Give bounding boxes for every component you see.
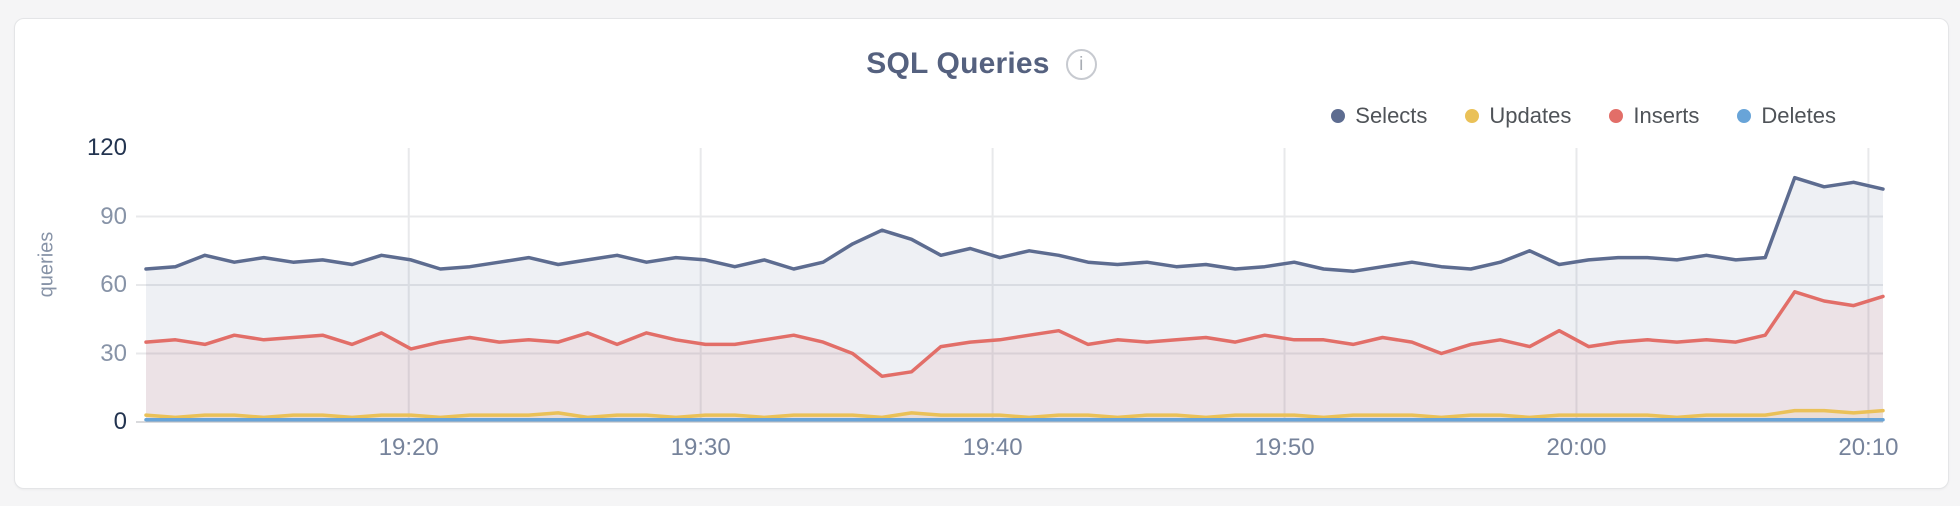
selects-line [144, 175, 1885, 274]
legend-item-deletes[interactable]: Deletes [1737, 103, 1836, 129]
chart-header: SQL Queries i [15, 47, 1948, 81]
x-tick-label-20-10: 20:10 [1838, 434, 1899, 461]
y-tick-label-60: 60 [100, 271, 127, 298]
legend-label: Deletes [1761, 103, 1836, 128]
x-tick-label-19-40: 19:40 [962, 434, 1023, 461]
legend-item-inserts[interactable]: Inserts [1609, 103, 1699, 129]
y-tick-label-120: 120 [86, 134, 127, 161]
selects-area [146, 177, 1883, 422]
x-tick-label-19-50: 19:50 [1254, 434, 1315, 461]
legend-dot-inserts [1609, 109, 1624, 123]
inserts-line [144, 290, 1885, 379]
legend-label: Updates [1489, 103, 1572, 128]
chart-title: SQL Queries [866, 47, 1050, 80]
legend: Selects Updates Inserts Deletes [1331, 103, 1836, 129]
plot-area[interactable] [136, 148, 1885, 423]
legend-label: Selects [1355, 103, 1428, 128]
legend-dot-updates [1465, 109, 1480, 123]
legend-item-selects[interactable]: Selects [1331, 103, 1427, 129]
legend-item-updates[interactable]: Updates [1465, 103, 1571, 129]
x-tick-label-20-00: 20:00 [1546, 434, 1607, 461]
sql-queries-chart-card: SQL Queries i Selects Updates Inserts Delet… [14, 18, 1949, 489]
y-tick-label-0: 0 [113, 408, 127, 435]
y-tick-label-90: 90 [100, 202, 127, 230]
legend-dot-selects [1331, 109, 1346, 123]
legend-label: Inserts [1633, 103, 1700, 128]
info-icon[interactable]: i [1065, 48, 1097, 80]
x-tick-label-19-20: 19:20 [378, 434, 439, 461]
x-tick-label-19-30: 19:30 [670, 434, 731, 461]
legend-dot-deletes [1737, 109, 1752, 123]
updates-line [144, 408, 1885, 420]
y-tick-label-30: 30 [100, 339, 127, 367]
inserts-area [146, 291, 1883, 422]
